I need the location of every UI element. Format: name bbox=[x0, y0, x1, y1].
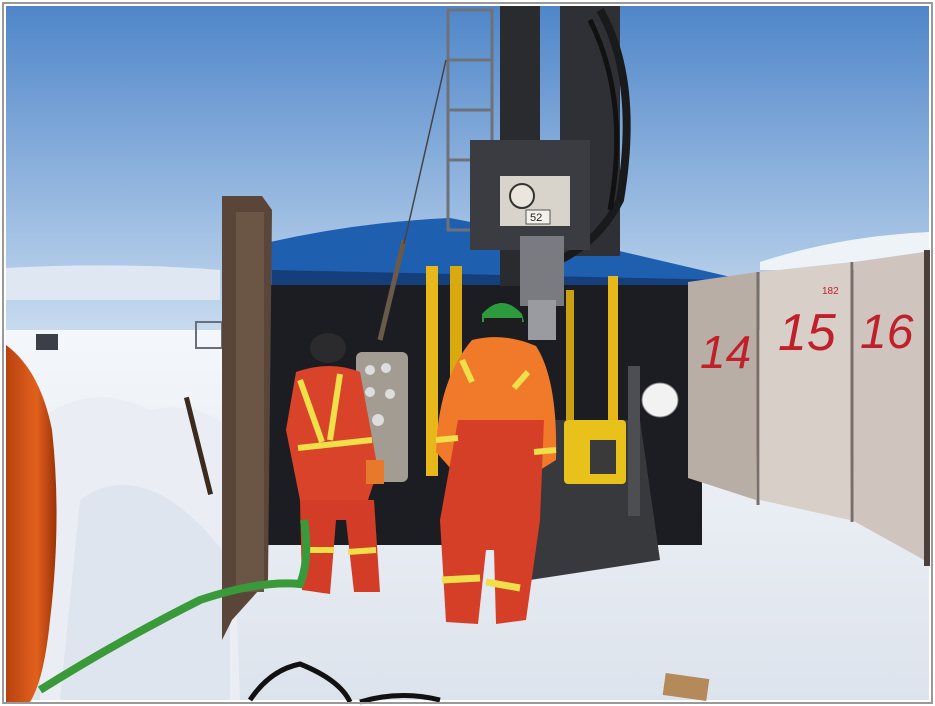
panel-small-mark: 182 bbox=[822, 286, 839, 297]
rod-pipe bbox=[628, 366, 640, 516]
distant-hut bbox=[36, 334, 58, 350]
green-hose bbox=[37, 519, 311, 694]
panel-number-14: 14 bbox=[700, 326, 751, 378]
distant-hills bbox=[6, 265, 220, 300]
wood-board bbox=[662, 673, 710, 701]
orange-tank bbox=[6, 345, 57, 702]
right-wall-panel-c bbox=[852, 252, 924, 560]
yellow-mast-left bbox=[426, 266, 438, 476]
steel-rod bbox=[377, 239, 407, 341]
right-wall-panel-a bbox=[688, 272, 758, 500]
right-wall-panel-b bbox=[760, 262, 852, 520]
tape-roll bbox=[641, 382, 679, 418]
drill-base bbox=[530, 420, 660, 580]
worker-center bbox=[435, 303, 557, 624]
panel-number-16: 16 bbox=[860, 306, 914, 359]
wooden-stick bbox=[183, 396, 214, 495]
head-plate-number: 52 bbox=[530, 212, 542, 224]
support-cable bbox=[403, 59, 447, 245]
panel-number-15: 15 bbox=[778, 304, 837, 362]
worker-left bbox=[286, 333, 384, 594]
black-cable bbox=[247, 661, 441, 705]
yellow-mast-right bbox=[608, 276, 618, 426]
